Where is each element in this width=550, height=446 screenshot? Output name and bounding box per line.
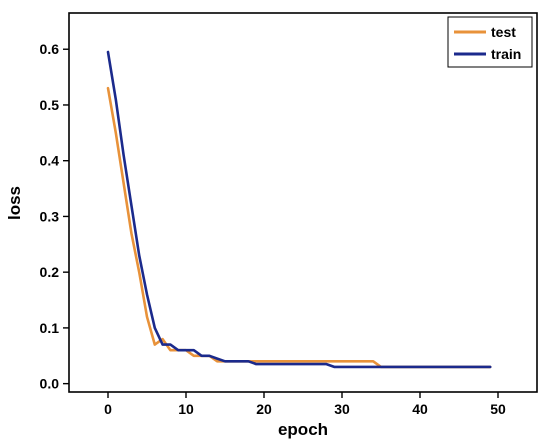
- x-tick-label: 0: [104, 401, 112, 417]
- series-lines: [106, 50, 492, 369]
- x-axis-title: epoch: [278, 420, 328, 439]
- y-tick-label: 0.2: [40, 264, 60, 280]
- x-tick-label: 30: [334, 401, 350, 417]
- y-tick-label: 0.6: [40, 41, 60, 57]
- plot-frame: [68, 12, 538, 393]
- series-line-train: [106, 50, 492, 369]
- x-tick-label: 20: [256, 401, 272, 417]
- y-tick-label: 0.5: [40, 97, 60, 113]
- y-tick-label: 0.3: [40, 208, 60, 224]
- legend: test train: [447, 16, 533, 68]
- legend-label-train: train: [491, 46, 521, 62]
- y-axis-title: loss: [5, 186, 24, 220]
- y-axis: 0.0 0.1 0.2 0.3 0.4 0.5 0.6: [40, 41, 69, 392]
- x-tick-label: 50: [490, 401, 506, 417]
- y-tick-label: 0.4: [40, 153, 60, 169]
- legend-label-test: test: [491, 24, 516, 40]
- legend-box: [447, 16, 533, 68]
- y-tick-label: 0.1: [40, 320, 60, 336]
- x-tick-label: 10: [178, 401, 194, 417]
- y-tick-label: 0.0: [40, 376, 60, 392]
- series-line-test: [106, 86, 492, 369]
- x-axis: 0 10 20 30 40 50: [104, 392, 506, 417]
- x-tick-label: 40: [412, 401, 428, 417]
